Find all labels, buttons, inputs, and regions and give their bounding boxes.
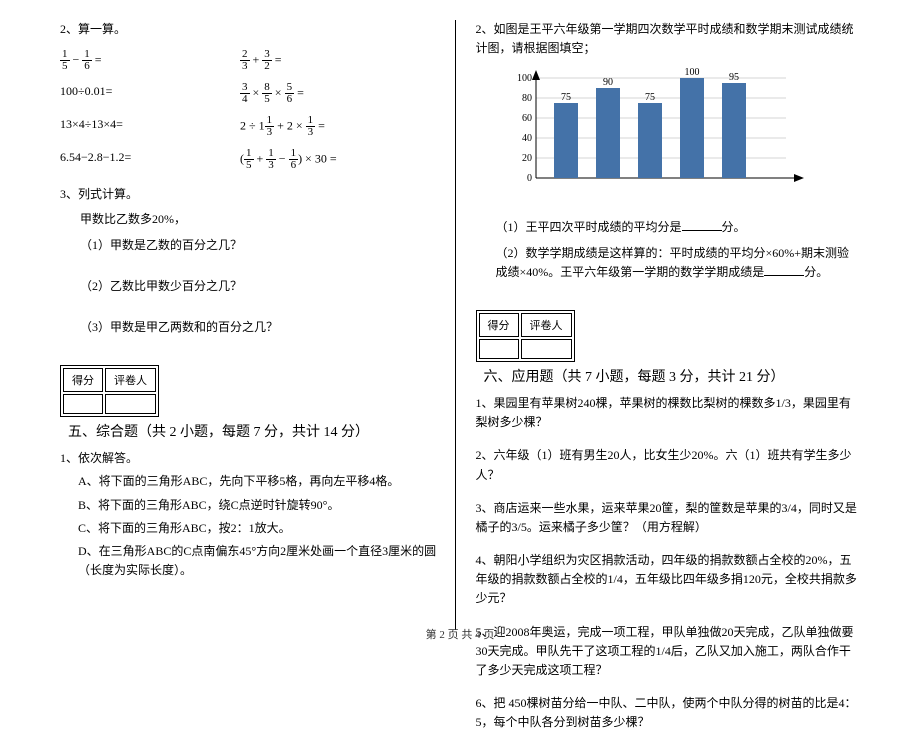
left-column: 2、算一算。 15 − 16 = 23 + 32 = 100÷0.01= 34 …	[50, 20, 456, 630]
score-c1: 得分	[63, 368, 103, 392]
a4: 4、朝阳小学组织为灾区捐款活动，四年级的捐款数额占全校的20%，五年级的捐款数额…	[476, 551, 861, 609]
score6-b1	[479, 339, 519, 359]
q3-block: 3、列式计算。 甲数比乙数多20%， （1）甲数是乙数的百分之几？ （2）乙数比…	[60, 185, 445, 337]
q1-a: A、将下面的三角形ABC，先向下平移5格，再向左平移4格。	[78, 472, 445, 491]
score-c2: 评卷人	[105, 368, 156, 392]
q1-b: B、将下面的三角形ABC，绕C点逆时针旋转90°。	[78, 496, 445, 515]
ytick-40: 40	[522, 133, 532, 144]
score6-c1: 得分	[479, 313, 519, 337]
score-table-6: 得分评卷人	[476, 310, 575, 362]
eq-4l: 6.54−2.8−1.2=	[60, 148, 240, 171]
q1-block: 1、依次解答。 A、将下面的三角形ABC，先向下平移5格，再向左平移4格。 B、…	[60, 449, 445, 580]
r-q2: 2、如图是王平六年级第一学期四次数学平时成绩和数学期末测试成绩统计图，请根据图填…	[476, 20, 861, 282]
sec6-title: 六、应用题（共 7 小题，每题 3 分，共计 21 分）	[484, 366, 785, 386]
score-blank1	[63, 394, 103, 414]
score6-c2: 评卷人	[521, 313, 572, 337]
a3: 3、商店运来一些水果，运来苹果20筐，梨的筐数是苹果的3/4，同时又是橘子的3/…	[476, 499, 861, 537]
bar-3-lbl: 75	[645, 92, 655, 103]
ytick-100: 100	[517, 73, 532, 84]
q3-2: （2）乙数比甲数少百分之几？	[60, 277, 445, 296]
a2: 2、六年级（1）班有男生20人，比女生少20%。六（1）班共有学生多少人？	[476, 446, 861, 484]
ytick-0: 0	[527, 173, 532, 184]
right-column: 2、如图是王平六年级第一学期四次数学平时成绩和数学期末测试成绩统计图，请根据图填…	[456, 20, 871, 630]
bar-1	[554, 103, 578, 178]
r-q2-2: （2）数学学期成绩是这样算的：平时成绩的平均分×60%+期末测验成绩×40%。王…	[476, 244, 861, 282]
bar-3	[638, 103, 662, 178]
ytick-80: 80	[522, 93, 532, 104]
eq-2l: 100÷0.01=	[60, 82, 240, 105]
bar-2	[596, 88, 620, 178]
bar-2-lbl: 90	[603, 77, 613, 88]
q1-title: 1、依次解答。	[60, 449, 445, 468]
score6-b2	[521, 339, 572, 359]
sec5-title: 五、综合题（共 2 小题，每题 7 分，共计 14 分）	[68, 421, 369, 441]
blank-2	[764, 264, 804, 276]
q3-intro: 甲数比乙数多20%，	[60, 210, 445, 229]
q3-3: （3）甲数是甲乙两数和的百分之几？	[60, 318, 445, 337]
eq-3r: 2 ÷ 113 + 2 × 13 =	[240, 115, 445, 138]
a6: 6、把 450棵树苗分给一中队、二中队，使两个中队分得的树苗的比是4：5，每个中…	[476, 694, 861, 732]
page-footer: 第 2 页 共 4 页	[0, 626, 920, 642]
q1-d: D、在三角形ABC的C点南偏东45°方向2厘米处画一个直径3厘米的圆（长度为实际…	[78, 542, 445, 580]
score-section-5: 得分评卷人 五、综合题（共 2 小题，每题 7 分，共计 14 分）	[60, 351, 445, 441]
score-section-6: 得分评卷人 六、应用题（共 7 小题，每题 3 分，共计 21 分）	[476, 296, 861, 386]
score-blank2	[105, 394, 156, 414]
eq-4r: (15 + 13 − 16) × 30 =	[240, 148, 445, 171]
q2-calc: 2、算一算。 15 − 16 = 23 + 32 = 100÷0.01= 34 …	[60, 20, 445, 171]
ytick-20: 20	[522, 153, 532, 164]
q2-title: 2、算一算。	[60, 20, 445, 39]
eq-2r: 34 × 85 × 56 =	[240, 82, 445, 105]
bar-4	[680, 78, 704, 178]
bar-5	[722, 83, 746, 178]
eq-3l: 13×4÷13×4=	[60, 115, 240, 138]
blank-1	[682, 219, 722, 231]
ytick-60: 60	[522, 113, 532, 124]
eq-1l: 15 − 16 =	[60, 49, 240, 72]
chart-svg: 0 20 40 60 80 100 75 90 75 100 95	[506, 68, 806, 208]
bar-5-lbl: 95	[729, 72, 739, 83]
score-table: 得分评卷人	[60, 365, 159, 417]
q3-title: 3、列式计算。	[60, 185, 445, 204]
r-q2-1: （1）王平四次平时成绩的平均分是分。	[476, 218, 861, 237]
eq-1r: 23 + 32 =	[240, 49, 445, 72]
bar-4-lbl: 100	[684, 67, 699, 78]
q1-c: C、将下面的三角形ABC，按2：1放大。	[78, 519, 445, 538]
a1: 1、果园里有苹果树240棵，苹果树的棵数比梨树的棵数多1/3，果园里有梨树多少棵…	[476, 394, 861, 432]
bar-chart: 0 20 40 60 80 100 75 90 75 100 95	[506, 68, 806, 208]
q3-1: （1）甲数是乙数的百分之几？	[60, 236, 445, 255]
bar-1-lbl: 75	[561, 92, 571, 103]
r-q2-title: 2、如图是王平六年级第一学期四次数学平时成绩和数学期末测试成绩统计图，请根据图填…	[476, 20, 861, 58]
